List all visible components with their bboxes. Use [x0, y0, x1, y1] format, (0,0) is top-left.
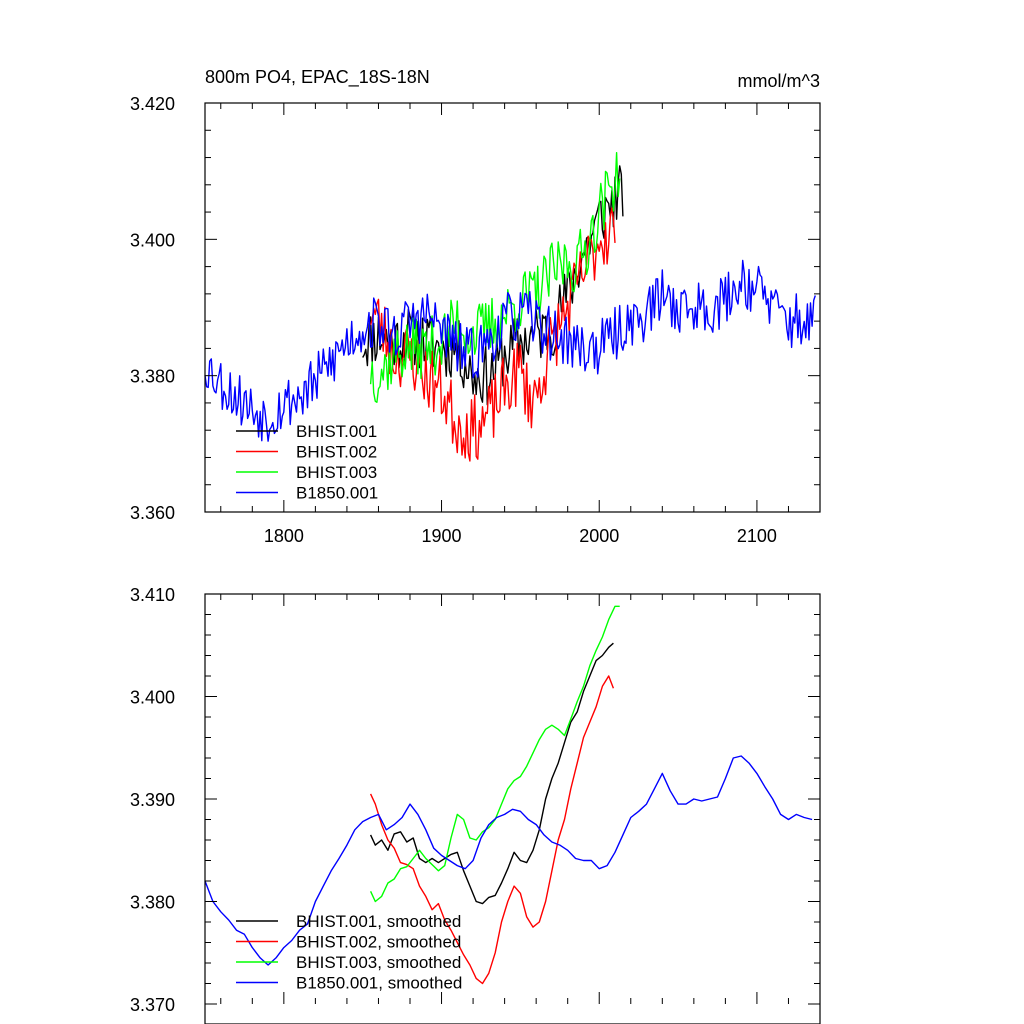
top-ticks: 1800 1900 2000 2100 3.360 3.380 3.400 3.420	[130, 94, 821, 546]
y-tick-label: 3.360	[130, 503, 175, 523]
legend-label-3: BHIST.003	[296, 463, 377, 482]
y-tick-label: 3.370	[130, 995, 175, 1015]
y-tick-label: 3.400	[130, 688, 175, 708]
x-tick-label: 2000	[579, 526, 619, 546]
y-tick-label: 3.400	[130, 230, 175, 250]
y-tick-label: 3.380	[130, 893, 175, 913]
top-panel: 800m PO4, EPAC_18S-18N mmol/m^3 1800 1900…	[130, 67, 821, 546]
legend-label-3: BHIST.003, smoothed	[296, 953, 461, 972]
bottom-panel: 3.370 3.380 3.390 3.400 3.410 BHIST.001, smo…	[130, 585, 821, 1024]
x-tick-label: 2100	[737, 526, 777, 546]
series-line-2	[369, 207, 616, 462]
legend-label-4: B1850.001, smoothed	[296, 974, 462, 993]
x-tick-label: 1900	[422, 526, 462, 546]
bottom-series-group	[204, 605, 813, 985]
bottom-axes-frame	[204, 593, 821, 1024]
x-tick-label: 1800	[264, 526, 304, 546]
legend-label-2: BHIST.002	[296, 443, 377, 462]
series-line-4	[204, 755, 813, 966]
top-axes-frame	[204, 102, 821, 513]
bottom-legend: BHIST.001, smoothed BHIST.002, smoothedBH…	[236, 912, 462, 993]
top-series-group	[204, 152, 816, 462]
series-line-4	[204, 259, 816, 442]
y-tick-label: 3.390	[130, 790, 175, 810]
bottom-ticks: 3.370 3.380 3.390 3.400 3.410	[130, 585, 821, 1015]
legend-label-2: BHIST.002, smoothed	[296, 933, 461, 952]
y-tick-label: 3.380	[130, 367, 175, 387]
chart-title: 800m PO4, EPAC_18S-18N	[205, 67, 430, 88]
y-tick-label: 3.410	[130, 585, 175, 605]
series-line-2	[369, 675, 615, 985]
legend-label-4: B1850.001	[296, 484, 378, 503]
series-line-3	[369, 152, 621, 403]
series-line-3	[369, 605, 620, 903]
units-label: mmol/m^3	[738, 71, 820, 91]
legend-label-1: BHIST.001	[296, 422, 377, 441]
legend-label-1: BHIST.001, smoothed	[296, 912, 461, 931]
y-tick-label: 3.420	[130, 94, 175, 114]
series-line-1	[369, 642, 614, 905]
